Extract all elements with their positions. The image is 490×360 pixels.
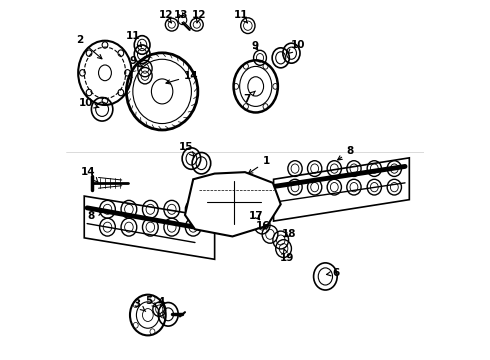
Text: 15: 15 [179, 142, 195, 157]
Text: 12: 12 [158, 10, 173, 23]
Text: 12: 12 [192, 10, 206, 23]
Text: 4: 4 [157, 297, 165, 307]
Text: 6: 6 [326, 268, 340, 278]
Text: 18: 18 [281, 229, 296, 239]
Text: 14: 14 [166, 71, 199, 84]
Text: 11: 11 [233, 10, 248, 23]
Text: 16: 16 [256, 221, 270, 231]
Text: 3: 3 [133, 299, 146, 311]
Text: 5: 5 [146, 296, 156, 307]
Text: 11: 11 [126, 31, 142, 47]
Text: 14: 14 [81, 167, 98, 182]
Text: 13: 13 [174, 10, 189, 20]
Text: 10: 10 [288, 40, 305, 53]
Text: 1: 1 [248, 157, 270, 174]
Polygon shape [185, 172, 281, 237]
Text: 9: 9 [251, 41, 259, 51]
Text: 7: 7 [243, 91, 255, 104]
Text: 17: 17 [249, 211, 264, 221]
Text: 8: 8 [338, 147, 354, 160]
Text: 10: 10 [79, 98, 99, 108]
Text: 8: 8 [87, 211, 102, 221]
Text: 19: 19 [280, 249, 294, 263]
Text: 2: 2 [76, 35, 102, 59]
Text: 9: 9 [130, 57, 143, 67]
